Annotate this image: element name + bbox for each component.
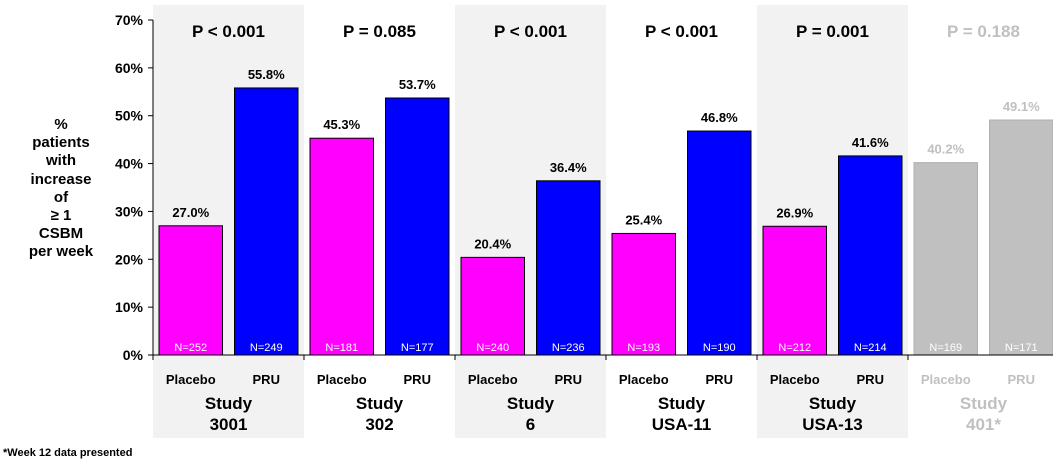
bar-value-label: 20.4% (474, 236, 511, 251)
placebo-bar (762, 225, 827, 356)
placebo-bar (913, 162, 978, 356)
study-label: 6 (526, 415, 535, 434)
bar-value-label: 41.6% (852, 135, 889, 150)
placebo-tick-label: Placebo (468, 372, 518, 387)
y-axis-label-line: CSBM (38, 225, 84, 243)
pru-tick-label: PRU (706, 372, 733, 387)
bar-value-label: 40.2% (927, 142, 964, 157)
placebo-tick-label: Placebo (619, 372, 669, 387)
n-label: N=236 (552, 342, 585, 354)
study-label: USA-13 (802, 415, 862, 434)
y-tick-label: 30% (115, 203, 144, 219)
pru-tick-label: PRU (404, 372, 431, 387)
study-label: USA-11 (652, 415, 712, 434)
pru-bar (989, 119, 1053, 356)
study-label: Study (356, 394, 404, 413)
placebo-bar (460, 256, 525, 356)
y-axis-label-line: % (54, 116, 68, 133)
y-axis-label-line: ≥ 1 (50, 207, 72, 225)
n-label: N=214 (854, 342, 887, 354)
bar-value-label: 49.1% (1003, 99, 1040, 114)
y-axis-label-line: per week (28, 243, 94, 261)
pru-bar (838, 155, 903, 356)
y-tick-label: 40% (115, 156, 144, 172)
study-label: 401* (966, 415, 1001, 434)
placebo-tick-label: Placebo (770, 372, 820, 387)
pru-tick-label: PRU (1008, 372, 1035, 387)
p-value-label: P < 0.001 (192, 22, 265, 41)
bar-value-label: 27.0% (172, 205, 209, 220)
footnote: *Week 12 data presented (3, 447, 133, 459)
bar-value-label: 45.3% (323, 117, 360, 132)
n-label: N=240 (476, 342, 509, 354)
bar-value-label: 55.8% (248, 67, 285, 82)
bar-value-label: 36.4% (550, 160, 587, 175)
pru-tick-label: PRU (253, 372, 280, 387)
y-axis-label-line: of (53, 188, 69, 206)
n-label: N=171 (1005, 342, 1038, 354)
pru-bar (536, 180, 601, 356)
pru-tick-label: PRU (857, 372, 884, 387)
y-tick-label: 0% (123, 347, 144, 363)
n-label: N=181 (325, 342, 358, 354)
p-value-label: P = 0.188 (947, 22, 1020, 41)
y-axis-label-line: patients (32, 134, 90, 152)
y-axis-label-line: increase (30, 170, 92, 188)
y-axis-label-line: with (46, 152, 76, 170)
p-value-label: P = 0.085 (343, 22, 416, 41)
y-tick-label: 60% (115, 60, 144, 76)
placebo-tick-label: Placebo (317, 372, 367, 387)
placebo-bar (158, 225, 223, 356)
bar-value-label: 26.9% (776, 205, 813, 220)
study-label: 302 (365, 415, 393, 434)
placebo-bar (611, 232, 676, 356)
n-label: N=177 (401, 342, 434, 354)
pru-bar (687, 130, 752, 356)
study-label: Study (507, 394, 555, 413)
study-label: 3001 (210, 415, 248, 434)
y-tick-label: 70% (115, 12, 144, 28)
n-label: N=169 (929, 342, 962, 354)
study-label: Study (960, 394, 1008, 413)
study-label: Study (658, 394, 706, 413)
n-label: N=193 (627, 342, 660, 354)
p-value-label: P < 0.001 (645, 22, 718, 41)
placebo-tick-label: Placebo (166, 372, 216, 387)
placebo-bar (309, 137, 374, 356)
y-axis-label: % patients with increase of ≥ 1 CSBM per week (20, 116, 102, 262)
study-label: Study (809, 394, 857, 413)
p-value-label: P < 0.001 (494, 22, 567, 41)
bar-value-label: 46.8% (701, 110, 738, 125)
placebo-tick-label: Placebo (921, 372, 971, 387)
n-label: N=190 (703, 342, 736, 354)
bar-value-label: 25.4% (625, 212, 662, 227)
bar-value-label: 53.7% (399, 77, 436, 92)
n-label: N=252 (174, 342, 207, 354)
y-tick-label: 50% (115, 108, 144, 124)
pru-bar (385, 97, 450, 356)
pru-bar (234, 87, 299, 356)
p-value-label: P = 0.001 (796, 22, 869, 41)
y-tick-label: 20% (115, 251, 144, 267)
y-tick-label: 10% (115, 299, 144, 315)
n-label: N=249 (250, 342, 283, 354)
n-label: N=212 (778, 342, 811, 354)
pru-tick-label: PRU (555, 372, 582, 387)
study-label: Study (205, 394, 253, 413)
